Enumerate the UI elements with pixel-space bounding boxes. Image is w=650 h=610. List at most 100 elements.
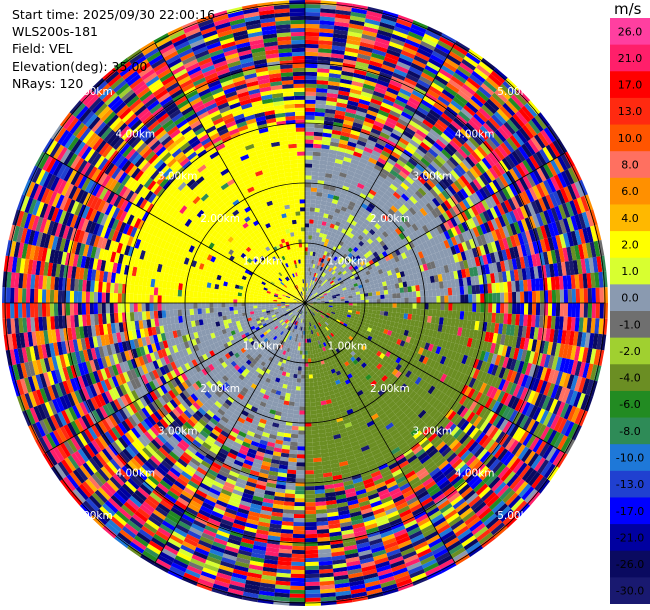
gate-cell: [309, 219, 314, 224]
gate-cell: [300, 382, 305, 387]
gate-cell: [399, 88, 412, 97]
gate-cell: [322, 254, 327, 260]
gate-cell: [372, 232, 380, 239]
gate-cell: [524, 217, 533, 231]
gate-cell: [316, 80, 329, 85]
gate-cell: [314, 277, 318, 282]
gate-cell: [332, 228, 338, 234]
gate-cell: [465, 139, 477, 151]
gate-cell: [327, 239, 333, 245]
gate-cell: [327, 231, 333, 236]
gate-cell: [310, 247, 314, 252]
gate-cell: [321, 282, 325, 287]
gate-cell: [410, 93, 423, 103]
gate-cell: [363, 252, 370, 259]
gate-cell: [511, 150, 523, 164]
gate-cell: [307, 251, 311, 256]
gate-cell: [286, 413, 294, 418]
gate-cell: [415, 129, 427, 139]
gate-cell: [512, 166, 523, 180]
gate-cell: [369, 228, 376, 236]
gate-cell: [314, 207, 320, 213]
gate-cell: [535, 290, 541, 303]
gate-cell: [299, 350, 303, 355]
gate-cell: [371, 52, 386, 61]
gate-cell: [334, 290, 340, 294]
gate-cell: [319, 280, 323, 285]
ray: [305, 40, 470, 303]
gate-cell: [293, 406, 300, 411]
gate-cell: [502, 225, 510, 238]
gate-cell: [310, 398, 316, 403]
gate-cell: [403, 164, 413, 173]
gate-cell: [321, 140, 331, 146]
gate-cell: [321, 237, 326, 243]
gate-cell: [305, 111, 315, 116]
gate-cell: [539, 181, 549, 196]
gate-cell: [358, 225, 366, 232]
gate-cell: [524, 303, 529, 315]
gate-cell: [315, 248, 320, 253]
gate-cell: [350, 287, 356, 291]
gate-cell: [324, 260, 329, 265]
gate-cell: [395, 121, 407, 131]
gate-cell: [437, 40, 453, 51]
gate-cell: [317, 261, 321, 266]
gate-cell: [439, 288, 445, 296]
gate-cell: [326, 165, 334, 171]
gate-cell: [311, 239, 315, 244]
gate-cell: [454, 40, 470, 53]
gate-cell: [324, 116, 335, 122]
gate-cell: [322, 278, 327, 283]
gate-cell: [413, 212, 422, 221]
gate-cell: [296, 378, 301, 383]
gate-cell: [311, 235, 316, 240]
gate-cell: [535, 151, 547, 166]
gate-cell: [308, 300, 313, 302]
gate-cell: [352, 216, 360, 223]
gate-cell: [325, 247, 330, 252]
gate-cell: [434, 170, 445, 181]
gate-cell: [306, 267, 309, 272]
gate-cell: [322, 268, 327, 273]
gate-cell: [444, 85, 458, 97]
gate-cell: [433, 157, 444, 168]
gate-cell: [290, 569, 305, 575]
gate-cell: [310, 251, 314, 256]
gate-cell: [318, 36, 333, 42]
gate-cell: [361, 33, 377, 42]
gate-cell: [359, 216, 366, 223]
gate-cell: [444, 174, 454, 186]
gate-cell: [422, 224, 430, 234]
gate-cell: [408, 248, 415, 256]
gate-cell: [447, 185, 457, 196]
gate-cell: [326, 290, 331, 294]
gate-cell: [314, 115, 325, 121]
gate-cell: [380, 303, 385, 308]
gate-cell: [306, 279, 308, 284]
gate-cell: [357, 53, 371, 61]
gate-cell: [428, 200, 438, 210]
gate-cell: [356, 140, 367, 147]
gate-cell: [349, 275, 355, 280]
gate-cell: [374, 178, 384, 186]
gate-cell: [340, 298, 345, 302]
gate-cell: [438, 68, 453, 79]
gate-cell: [528, 215, 537, 230]
gate-cell: [518, 127, 531, 142]
gate-cell: [307, 283, 310, 288]
gate-cell: [287, 409, 294, 414]
gate-cell: [447, 172, 457, 183]
gate-cell: [387, 113, 400, 122]
gate-cell: [335, 13, 351, 20]
gate-cell: [339, 246, 345, 252]
gate-cell: [350, 229, 357, 236]
gate-cell: [305, 67, 318, 73]
gate-cell: [478, 187, 488, 200]
gate-cell: [327, 277, 332, 282]
gate-cell: [539, 303, 545, 316]
gate-cell: [305, 410, 311, 415]
gate-cell: [484, 197, 494, 209]
gate-cell: [428, 109, 441, 120]
gate-cell: [309, 382, 314, 387]
